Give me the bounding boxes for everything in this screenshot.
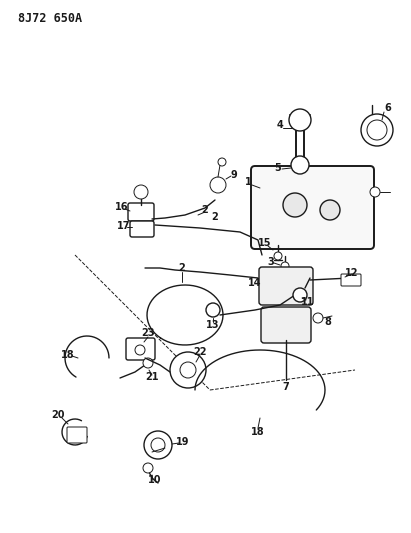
Circle shape (313, 313, 323, 323)
Circle shape (218, 158, 226, 166)
Circle shape (206, 303, 220, 317)
Text: 12: 12 (345, 268, 359, 278)
Text: 5: 5 (275, 163, 282, 173)
Circle shape (180, 362, 196, 378)
Text: 22: 22 (193, 347, 207, 357)
Text: 6: 6 (385, 103, 391, 113)
Text: 2: 2 (179, 263, 185, 273)
FancyBboxPatch shape (126, 338, 155, 360)
Text: 7: 7 (283, 382, 289, 392)
Text: 9: 9 (231, 170, 238, 180)
Circle shape (281, 262, 289, 270)
Text: 17: 17 (117, 221, 131, 231)
Circle shape (143, 463, 153, 473)
FancyBboxPatch shape (341, 274, 361, 286)
Text: 2: 2 (202, 205, 208, 215)
Circle shape (289, 109, 311, 131)
Text: 2: 2 (212, 212, 218, 222)
Text: 18: 18 (251, 427, 265, 437)
Text: 21: 21 (145, 372, 159, 382)
Text: 4: 4 (277, 120, 283, 130)
Text: 15: 15 (258, 238, 272, 248)
FancyBboxPatch shape (251, 166, 374, 249)
Circle shape (135, 345, 145, 355)
Circle shape (210, 177, 226, 193)
Circle shape (361, 114, 393, 146)
Text: 23: 23 (141, 328, 155, 338)
Circle shape (151, 438, 165, 452)
FancyBboxPatch shape (259, 267, 313, 305)
Circle shape (144, 431, 172, 459)
FancyBboxPatch shape (128, 203, 154, 221)
Text: 8: 8 (325, 317, 331, 327)
Circle shape (367, 120, 387, 140)
Circle shape (291, 156, 309, 174)
Circle shape (274, 252, 282, 260)
Circle shape (134, 185, 148, 199)
Circle shape (320, 200, 340, 220)
Text: 3: 3 (268, 257, 275, 267)
Text: 18: 18 (61, 350, 75, 360)
Circle shape (143, 358, 153, 368)
Text: 11: 11 (301, 297, 315, 307)
Text: 20: 20 (51, 410, 65, 420)
Circle shape (293, 288, 307, 302)
Text: 10: 10 (148, 475, 162, 485)
Circle shape (283, 193, 307, 217)
Text: 1: 1 (245, 177, 252, 187)
FancyBboxPatch shape (261, 307, 311, 343)
Circle shape (170, 352, 206, 388)
Text: 13: 13 (206, 320, 220, 330)
Text: 19: 19 (176, 437, 190, 447)
Text: 8J72 650A: 8J72 650A (18, 12, 82, 25)
Text: 14: 14 (248, 278, 262, 288)
Circle shape (370, 187, 380, 197)
FancyBboxPatch shape (130, 221, 154, 237)
Text: 16: 16 (115, 202, 129, 212)
Circle shape (264, 274, 276, 286)
FancyBboxPatch shape (67, 427, 87, 443)
